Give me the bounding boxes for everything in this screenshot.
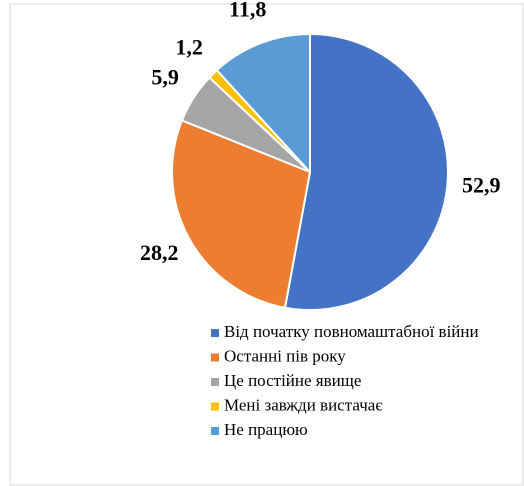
legend-swatch: [211, 402, 219, 411]
data-label: 1,2: [175, 35, 203, 60]
legend-swatch: [211, 427, 219, 435]
chart-frame: [9, 3, 524, 486]
pie-slice: [171, 119, 312, 309]
pie-slice: [283, 32, 449, 311]
pie-slice: [215, 32, 311, 175]
legend-label: Мені завжди вистачає: [224, 395, 383, 414]
legend-swatch: [211, 378, 219, 386]
data-label: 11,8: [229, 0, 266, 22]
data-label: 28,2: [140, 240, 179, 265]
legend-label: Від початку повномаштабної війни: [224, 322, 479, 341]
data-label: 52,9: [462, 173, 501, 198]
legend-label: Останні пів року: [224, 346, 346, 365]
legend-swatch: [211, 329, 219, 337]
data-label: 5,9: [151, 64, 179, 89]
legend-label: Це постійне явище: [224, 371, 361, 390]
legend-label: Не працюю: [224, 420, 308, 439]
legend-swatch: [211, 353, 219, 362]
